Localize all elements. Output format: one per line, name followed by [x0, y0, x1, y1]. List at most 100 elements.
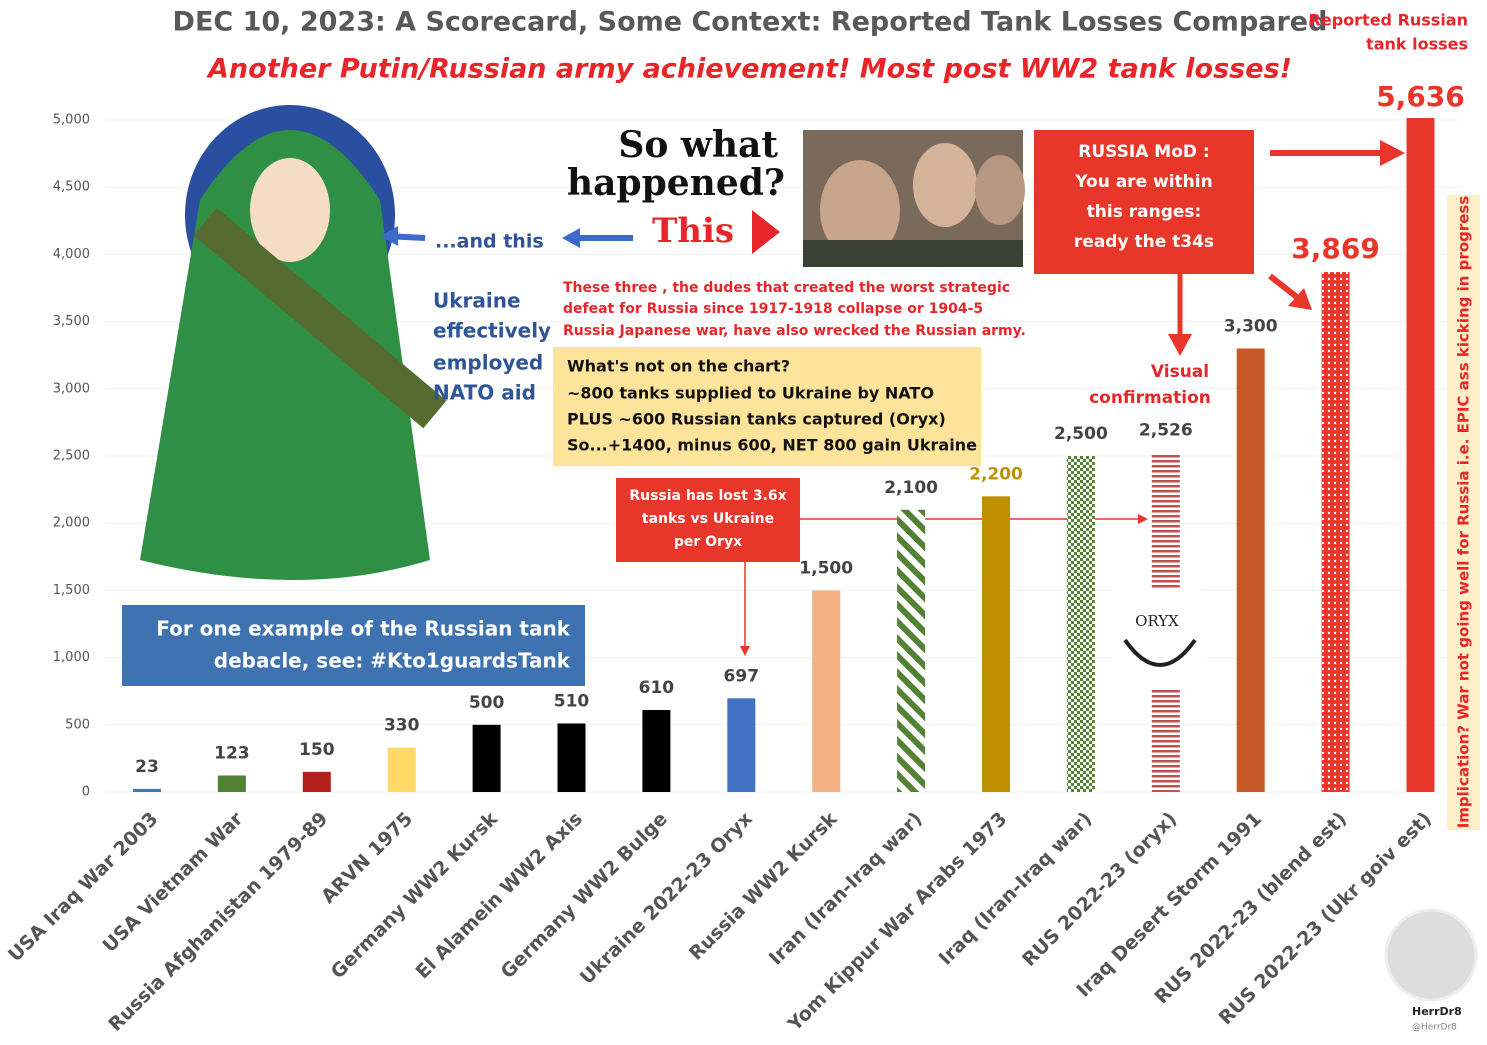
- data-label: 1,500: [799, 558, 853, 578]
- data-label: 2,500: [1054, 424, 1108, 444]
- annotation: Implication? War not going well for Russ…: [1455, 196, 1473, 829]
- data-label: 3,300: [1224, 316, 1278, 336]
- bar: [217, 775, 246, 792]
- bar: [1406, 118, 1435, 792]
- arrow: [380, 226, 398, 246]
- y-tick-label: 5,000: [53, 113, 90, 128]
- bar: [982, 496, 1010, 792]
- data-label: 3,869: [1291, 232, 1380, 265]
- bar: [642, 710, 671, 792]
- annotation: So what: [618, 124, 778, 166]
- y-tick-label: 1,500: [53, 583, 90, 598]
- annotation: defeat for Russia since 1917-1918 collap…: [563, 301, 983, 317]
- y-tick-label: 4,000: [53, 247, 90, 262]
- arrow: [562, 228, 580, 248]
- x-tick-label: Iraq Desert Storm 1991: [1072, 808, 1266, 1002]
- annotation: per Oryx: [674, 534, 742, 550]
- x-tick-label: Russia WW2 Kursk: [685, 808, 842, 965]
- annotation: PLUS ~600 Russian tanks captured (Oryx): [567, 410, 946, 429]
- x-tick-label: Germany WW2 Bulge: [497, 808, 672, 983]
- annotation: RUSSIA MoD :: [1078, 142, 1209, 162]
- x-tick-label: Iraq (Iran-Iraq war): [935, 808, 1097, 970]
- annotation: For one example of the Russian tank: [156, 617, 570, 641]
- data-label: 23: [135, 757, 159, 777]
- data-label: 610: [639, 678, 675, 698]
- annotation: Visual: [1151, 362, 1209, 382]
- arrow: [1138, 514, 1148, 524]
- annotation: tank losses: [1366, 35, 1468, 54]
- annotation: Reported Russian: [1309, 11, 1468, 30]
- annotation: ~800 tanks supplied to Ukraine by NATO: [567, 384, 934, 403]
- x-tick-label: Germany WW2 Kursk: [327, 808, 503, 984]
- note-box: [616, 478, 800, 562]
- arrow: [740, 646, 750, 656]
- chart-subtitle: Another Putin/Russian army achievement! …: [206, 54, 1292, 85]
- annotation: What's not on the chart?: [567, 357, 790, 376]
- annotation: Russia Japanese war, have also wrecked t…: [563, 323, 1026, 339]
- data-label: 697: [724, 666, 760, 686]
- illustration: [140, 105, 447, 580]
- data-label: 2,526: [1139, 421, 1193, 441]
- annotation: ...and this: [435, 231, 544, 253]
- bar: [1066, 456, 1095, 792]
- data-label: 2,100: [884, 478, 938, 498]
- x-tick-label: Iran (Iran-Iraq war): [765, 808, 927, 970]
- note-box: [553, 347, 981, 466]
- bar: [1321, 272, 1350, 792]
- x-tick-label: Ukraine 2022-23 Oryx: [576, 808, 757, 989]
- annotation: Ukraine: [433, 289, 521, 313]
- annotation: Russia has lost 3.6x: [629, 488, 786, 504]
- y-tick-label: 2,500: [53, 449, 90, 464]
- avatar: [1384, 908, 1478, 1002]
- arrow: [1288, 288, 1312, 310]
- logo: [1123, 638, 1197, 667]
- y-tick-label: 500: [65, 717, 90, 732]
- arrow: [1168, 334, 1192, 356]
- annotation: debacle, see: #Kto1guardsTank: [214, 649, 571, 673]
- bar: [133, 788, 161, 792]
- data-label: 150: [299, 740, 335, 760]
- y-tick-label: 0: [82, 785, 90, 800]
- annotation: this ranges:: [1087, 202, 1202, 222]
- annotation: These three , the dudes that created the…: [563, 280, 1010, 296]
- bar: [472, 724, 501, 792]
- data-label: 500: [469, 693, 505, 713]
- chart-title: DEC 10, 2023: A Scorecard, Some Context:…: [173, 7, 1328, 38]
- y-tick-label: 3,500: [53, 314, 90, 329]
- bar: [387, 747, 416, 792]
- note-box: [1034, 130, 1254, 274]
- annotation: NATO aid: [433, 381, 536, 405]
- annotation: confirmation: [1089, 388, 1211, 408]
- data-label: 510: [554, 691, 590, 711]
- note-box: [1447, 195, 1480, 830]
- logo: ORYX: [1135, 612, 1179, 630]
- y-tick-label: 3,000: [53, 381, 90, 396]
- bar: [727, 698, 756, 792]
- bar: [557, 723, 586, 792]
- bar: [302, 771, 331, 792]
- annotation: This: [652, 211, 734, 251]
- arrow: [1380, 140, 1405, 166]
- annotation: effectively: [433, 319, 551, 343]
- x-tick-label: El Alamein WW2 Axis: [412, 808, 587, 983]
- y-tick-label: 1,000: [53, 650, 90, 665]
- data-label: 5,636: [1376, 80, 1465, 113]
- handle: HerrDr8: [1412, 1005, 1462, 1018]
- data-label: 330: [384, 716, 420, 736]
- bar: [1236, 348, 1265, 792]
- arrow: [1268, 273, 1300, 301]
- x-tick-label: USA Iraq War 2003: [4, 808, 162, 966]
- annotation: You are within: [1074, 172, 1212, 192]
- arrow: [752, 210, 780, 254]
- y-tick-label: 2,000: [53, 516, 90, 531]
- annotation: employed: [433, 351, 543, 375]
- annotation: tanks vs Ukraine: [642, 511, 774, 527]
- photo: [803, 130, 1025, 267]
- x-tick-label: USA Vietnam War: [98, 807, 247, 956]
- x-tick-label: RUS 2022-23 (oryx): [1018, 808, 1181, 971]
- bar: [812, 590, 841, 792]
- data-label: 123: [214, 743, 250, 763]
- y-tick-label: 4,500: [53, 180, 90, 195]
- annotation: So...+1400, minus 600, NET 800 gain Ukra…: [567, 436, 977, 455]
